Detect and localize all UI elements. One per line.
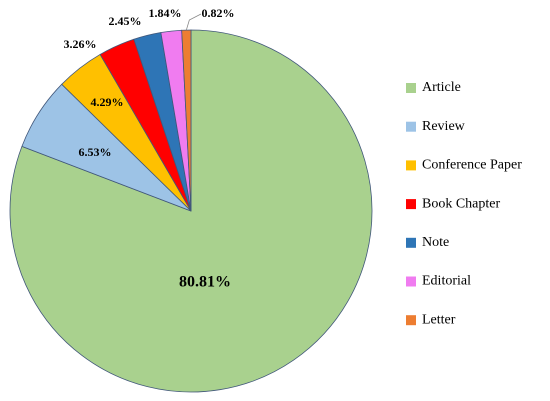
legend-swatch — [406, 160, 416, 171]
legend-label: Note — [422, 235, 449, 250]
legend-swatch — [406, 199, 416, 210]
leader-line — [185, 13, 202, 31]
legend-swatch — [406, 315, 416, 326]
legend-swatch — [406, 121, 416, 132]
pie-slice — [9, 29, 373, 393]
value-label: 6.53% — [79, 145, 112, 159]
legend-label: Conference Paper — [422, 158, 522, 173]
legend-swatch — [406, 83, 416, 93]
value-label: 4.29% — [91, 95, 124, 109]
legend-label: Letter — [422, 312, 456, 327]
value-label: 3.26% — [64, 37, 97, 51]
value-label: 1.84% — [149, 6, 182, 20]
legend-label: Editorial — [422, 274, 471, 289]
legend-swatch — [406, 276, 416, 287]
legend-label: Article — [422, 80, 461, 95]
value-label: 80.81% — [179, 274, 231, 291]
legend-swatch — [406, 237, 416, 248]
value-label: 0.82% — [202, 6, 235, 20]
legend-label: Book Chapter — [422, 196, 500, 211]
value-label: 2.45% — [109, 14, 142, 28]
legend-label: Review — [422, 119, 466, 134]
